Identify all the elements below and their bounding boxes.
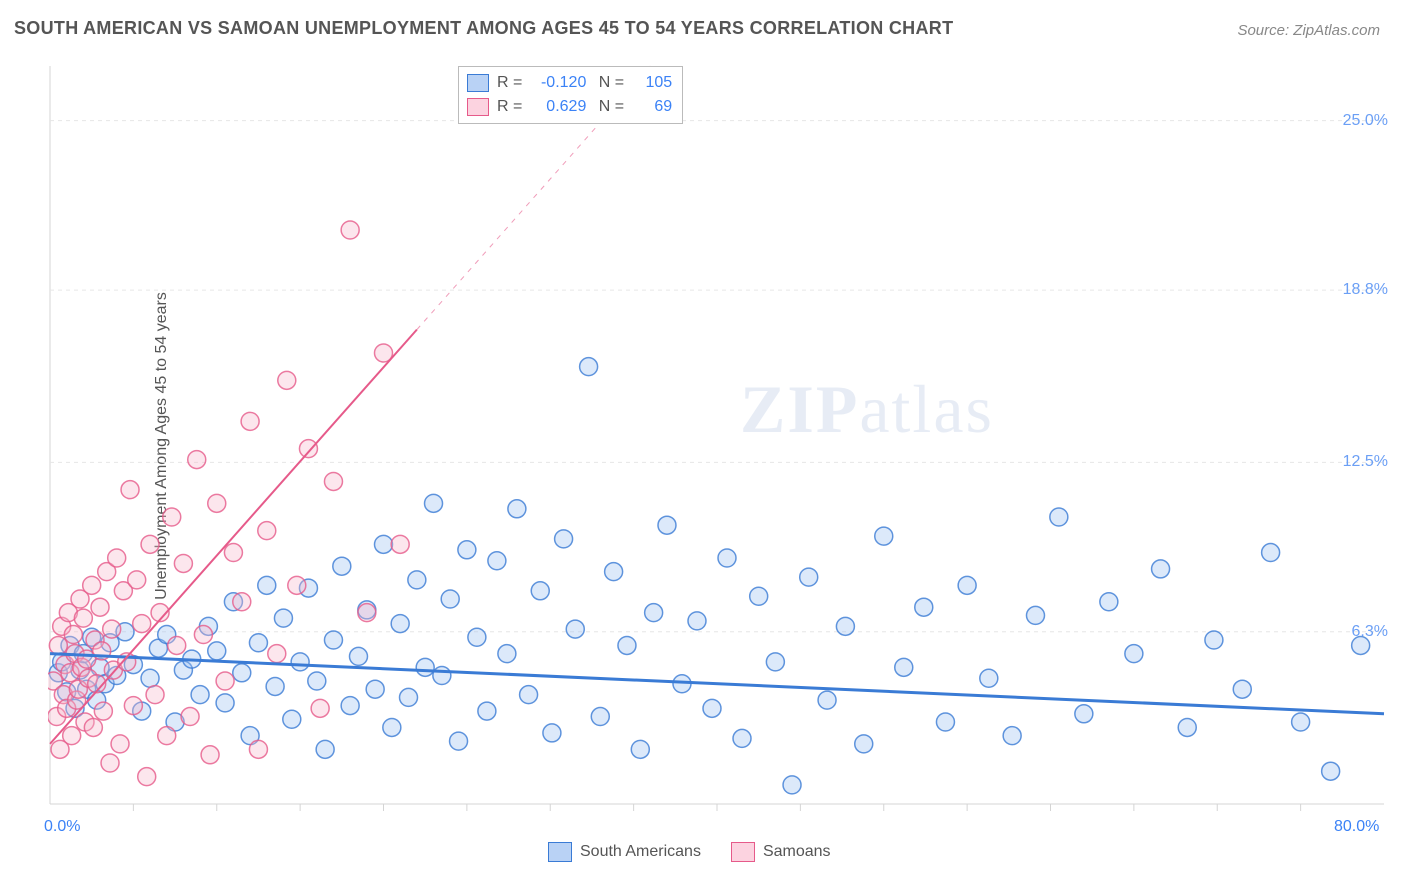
plot-area (48, 60, 1386, 830)
stat-r-label: R = (497, 71, 522, 95)
y-tick-label: 12.5% (1343, 453, 1388, 471)
stat-r-value: 0.629 (530, 95, 586, 119)
legend-item-samoans: Samoans (731, 842, 831, 862)
series-legend: South Americans Samoans (548, 842, 831, 862)
stat-n-label: N = (594, 71, 624, 95)
source-attribution: Source: ZipAtlas.com (1237, 22, 1380, 39)
stats-row-south_americans: R = -0.120 N = 105 (467, 71, 672, 95)
stat-r-value: -0.120 (530, 71, 586, 95)
legend-label: South Americans (580, 843, 701, 861)
swatch-icon (467, 74, 489, 92)
legend-label: Samoans (763, 843, 831, 861)
stat-n-value: 105 (632, 71, 672, 95)
swatch-icon (548, 842, 572, 862)
correlation-stats-box: R = -0.120 N = 105 R = 0.629 N = 69 (458, 66, 683, 124)
x-axis-min-label: 0.0% (44, 818, 80, 836)
swatch-icon (731, 842, 755, 862)
scatter-plot-svg (48, 60, 1386, 830)
swatch-icon (467, 98, 489, 116)
x-axis-max-label: 80.0% (1334, 818, 1379, 836)
legend-item-south_americans: South Americans (548, 842, 701, 862)
stat-n-value: 69 (632, 95, 672, 119)
stat-n-label: N = (594, 95, 624, 119)
y-tick-label: 25.0% (1343, 112, 1388, 130)
stats-row-samoans: R = 0.629 N = 69 (467, 95, 672, 119)
y-tick-label: 18.8% (1343, 281, 1388, 299)
stat-r-label: R = (497, 95, 522, 119)
chart-title: SOUTH AMERICAN VS SAMOAN UNEMPLOYMENT AM… (14, 18, 953, 39)
y-tick-label: 6.3% (1352, 623, 1388, 641)
